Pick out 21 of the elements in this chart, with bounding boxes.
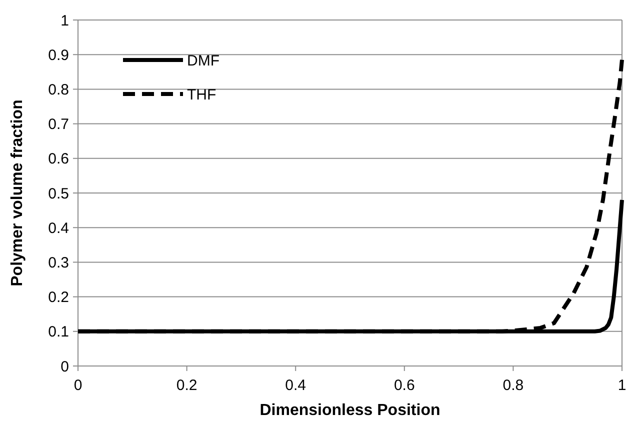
y-tick-label: 0.5 xyxy=(48,185,69,202)
x-tick-label: 1 xyxy=(618,377,626,394)
x-tick-label: 0 xyxy=(74,377,82,394)
y-tick-label: 0.8 xyxy=(48,81,69,98)
y-axis-title: Polymer volume fraction xyxy=(9,100,26,286)
y-tick-label: 0.6 xyxy=(48,150,69,168)
y-tick-label: 0.7 xyxy=(48,116,69,134)
legend-label: THF xyxy=(187,86,216,104)
y-tick-label: 0.1 xyxy=(48,324,69,341)
y-tick-label: 0.9 xyxy=(48,46,69,64)
x-tick-label: 0.2 xyxy=(176,377,198,394)
y-tick-label: 0 xyxy=(60,358,69,376)
x-tick-label: 0.4 xyxy=(285,377,306,394)
x-tick-label: 0.6 xyxy=(394,377,415,394)
y-tick-label: 0.4 xyxy=(48,220,69,237)
legend-label: DMF xyxy=(187,52,220,70)
x-axis-title: Dimensionless Position xyxy=(260,402,440,419)
x-tick-label: 0.8 xyxy=(502,377,524,394)
y-tick-label: 1 xyxy=(60,12,69,30)
y-tick-label: 0.2 xyxy=(48,289,69,306)
y-tick-label: 0.3 xyxy=(48,254,69,272)
